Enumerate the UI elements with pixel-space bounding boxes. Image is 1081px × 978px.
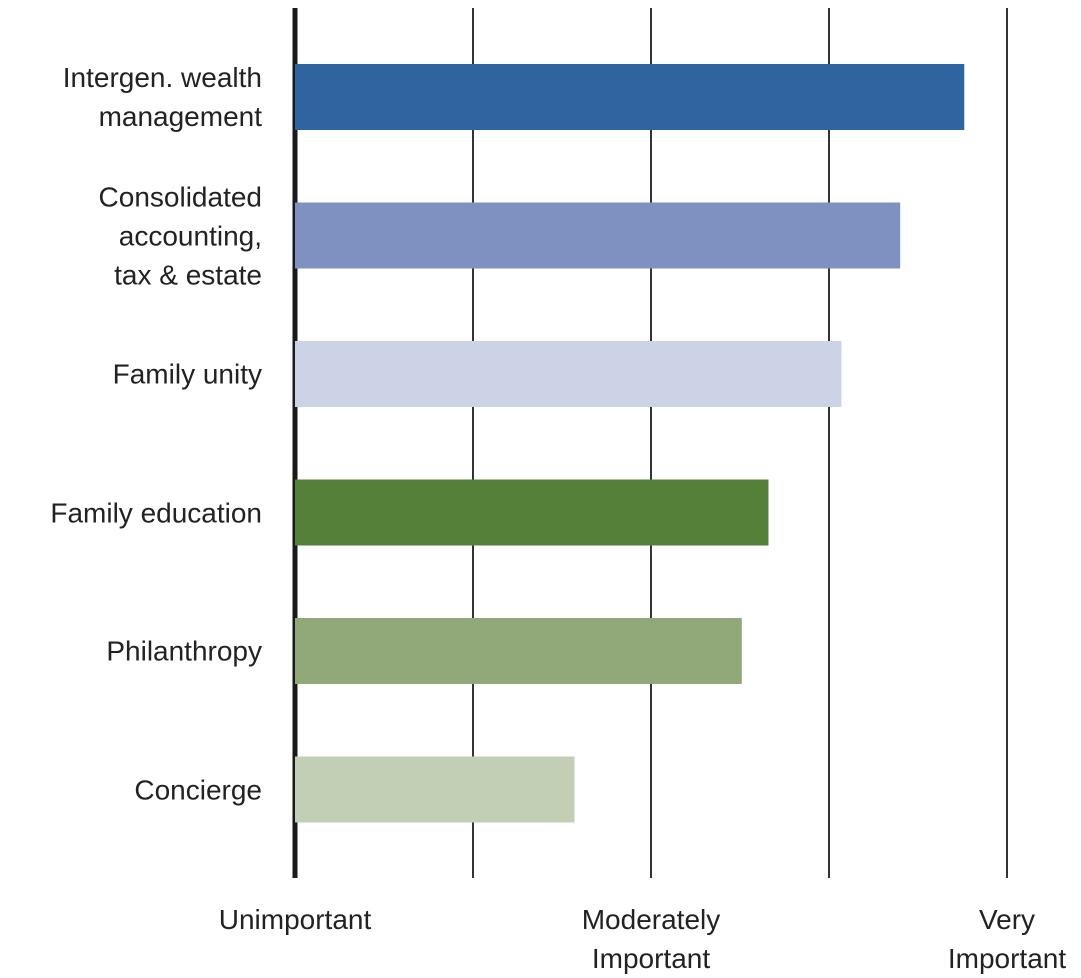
y-tick-label: Family unity bbox=[112, 358, 262, 390]
bar bbox=[295, 64, 965, 130]
x-tick-label: Unimportant bbox=[218, 904, 372, 935]
x-tick-label: Moderately Important bbox=[581, 904, 721, 974]
bar bbox=[295, 202, 901, 269]
y-tick-label: Consolidated accounting, tax & estate bbox=[98, 181, 262, 290]
bar bbox=[295, 618, 742, 684]
bar bbox=[295, 341, 842, 407]
y-tick-label: Intergen. wealth management bbox=[62, 62, 262, 132]
y-tick-label: Philanthropy bbox=[106, 635, 262, 667]
x-tick-label: Very Important bbox=[947, 904, 1067, 974]
y-tick-label: Family education bbox=[50, 497, 262, 528]
y-tick-label: Concierge bbox=[134, 774, 262, 805]
bar bbox=[295, 479, 769, 546]
bar bbox=[295, 756, 575, 823]
